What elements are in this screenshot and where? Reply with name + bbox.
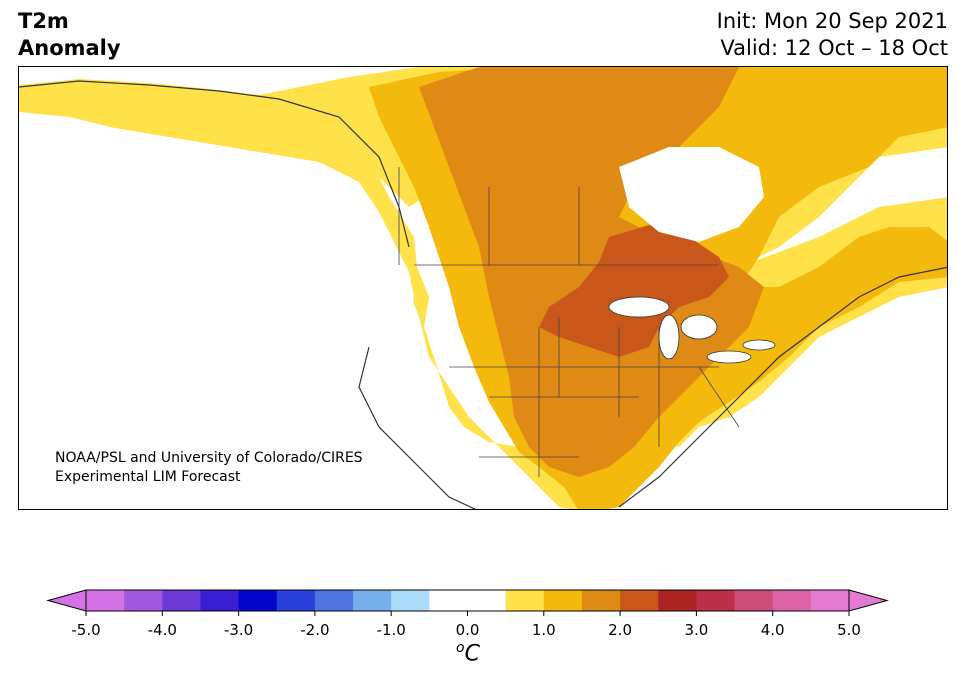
colorbar-tick-label: -5.0	[71, 621, 101, 639]
colorbar-cell	[581, 590, 621, 611]
colorbar-tick-label: 0.0	[455, 621, 480, 639]
political-borders	[398, 167, 740, 477]
colorbar-tick-label: -4.0	[147, 621, 177, 639]
colorbar	[46, 589, 889, 616]
forecast-dates: Init: Mon 20 Sep 2021 Valid: 12 Oct – 18…	[717, 8, 948, 62]
colorbar-cell	[810, 590, 850, 611]
unit-base: C	[464, 641, 480, 667]
credit-line-1: NOAA/PSL and University of Colorado/CIRE…	[55, 450, 363, 466]
unit-superscript: o	[456, 640, 465, 656]
credit-line-2: Experimental LIM Forecast	[55, 469, 241, 485]
colorbar-cell	[696, 590, 736, 611]
colorbar-cell	[86, 590, 125, 611]
colorbar-tick-label: 2.0	[608, 621, 633, 639]
anomaly-region-white-hudson	[619, 147, 764, 242]
great-lakes	[608, 296, 776, 364]
anomaly-label: Anomaly	[18, 36, 121, 60]
colorbar-cell	[467, 590, 507, 611]
map-canvas	[19, 67, 947, 509]
colorbar-cell	[200, 590, 240, 611]
anomaly-region-red-orange	[539, 225, 729, 357]
anomaly-region-white-west	[19, 117, 529, 509]
colorbar-cell	[734, 590, 774, 611]
colorbar-cells	[86, 590, 850, 611]
colorbar-ticks	[85, 611, 850, 616]
anomaly-region-yellow	[19, 79, 583, 509]
colorbar-unit-label: oC	[448, 640, 488, 666]
colorbar-cell	[658, 590, 697, 611]
anomaly-map	[18, 66, 948, 510]
colorbar-tick-label: 5.0	[837, 621, 861, 639]
colorbar-cell	[391, 590, 430, 611]
colorbar-cell	[772, 590, 812, 611]
colorbar-tick-label: 3.0	[684, 621, 709, 639]
colorbar-tick-label: -3.0	[223, 621, 254, 639]
coastlines	[19, 80, 947, 509]
colorbar-tick-label: -2.0	[300, 621, 330, 639]
init-date: Init: Mon 20 Sep 2021	[716, 9, 948, 33]
colorbar-cell	[620, 590, 659, 611]
colorbar-cell	[505, 590, 545, 611]
colorbar-tick-label: -1.0	[376, 621, 406, 639]
colorbar-cell	[124, 590, 163, 611]
colorbar-cell	[162, 590, 201, 611]
map-credit: NOAA/PSL and University of Colorado/CIRE…	[55, 449, 363, 487]
variable-label: T2m	[18, 9, 69, 33]
colorbar-cell	[353, 590, 392, 611]
colorbar-under-arrow	[46, 589, 87, 612]
colorbar-tick-label: 1.0	[531, 621, 556, 639]
valid-range: Valid: 12 Oct – 18 Oct	[720, 36, 948, 60]
colorbar-cell	[543, 590, 583, 611]
colorbar-cell	[314, 590, 354, 611]
colorbar-cell	[429, 590, 468, 611]
colorbar-cell	[276, 590, 316, 611]
colorbar-over-arrow	[848, 589, 889, 612]
colorbar-cell	[238, 590, 278, 611]
figure-title: T2m Anomaly	[18, 8, 121, 62]
colorbar-tick-label: 4.0	[760, 621, 785, 639]
